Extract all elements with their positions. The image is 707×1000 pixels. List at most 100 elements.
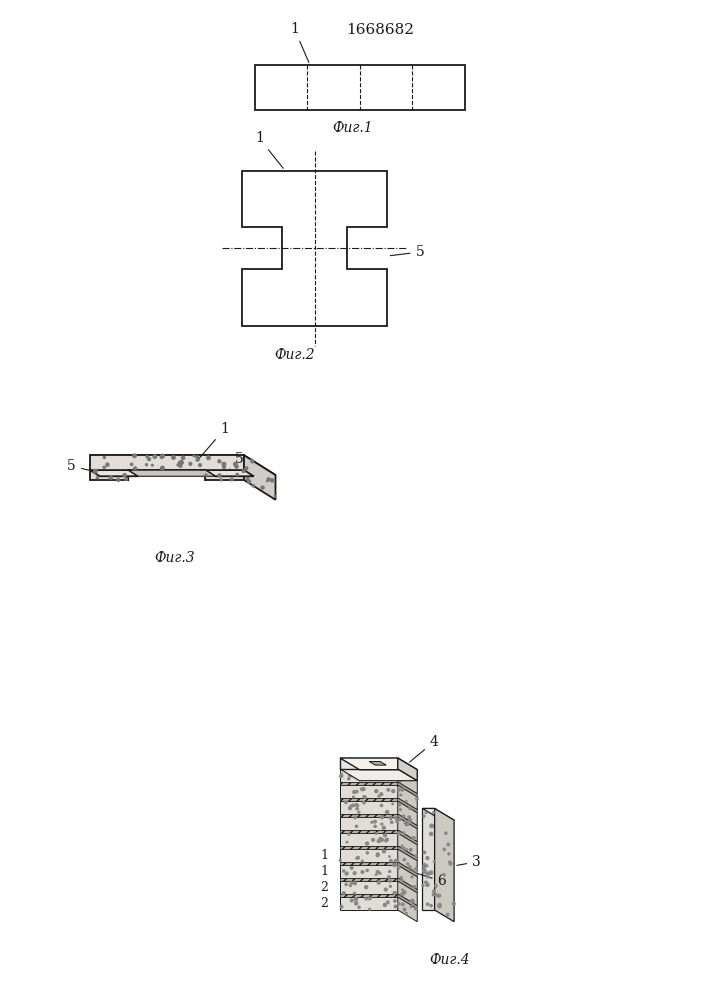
Point xyxy=(173,457,184,473)
Point xyxy=(243,475,255,491)
Polygon shape xyxy=(129,470,216,476)
Point xyxy=(90,463,101,479)
Point xyxy=(351,891,362,907)
Point xyxy=(398,825,409,841)
Point xyxy=(341,834,353,850)
Point xyxy=(405,842,416,858)
Point xyxy=(411,791,423,807)
Polygon shape xyxy=(340,782,398,785)
Polygon shape xyxy=(398,865,417,890)
Point xyxy=(445,854,456,870)
Point xyxy=(440,825,452,841)
Point xyxy=(376,809,387,825)
Polygon shape xyxy=(340,814,398,817)
Point xyxy=(417,878,428,894)
Point xyxy=(385,853,397,869)
Point xyxy=(358,781,369,797)
Point xyxy=(389,893,400,909)
Point xyxy=(431,887,442,903)
Point xyxy=(401,793,412,809)
Point xyxy=(394,797,405,813)
Point xyxy=(394,811,405,827)
Text: 6: 6 xyxy=(410,871,446,888)
Point xyxy=(334,852,346,868)
Point xyxy=(247,454,258,470)
Point xyxy=(175,455,187,471)
Point xyxy=(373,788,385,804)
Point xyxy=(375,832,386,848)
Point xyxy=(361,879,372,895)
Text: 5: 5 xyxy=(390,245,424,259)
Point xyxy=(373,874,385,890)
Point xyxy=(366,814,378,830)
Point xyxy=(392,861,404,877)
Point xyxy=(434,897,445,913)
Point xyxy=(392,858,404,874)
Point xyxy=(232,467,243,483)
Point xyxy=(411,864,422,880)
Point xyxy=(426,818,437,834)
Point xyxy=(419,864,431,880)
Point xyxy=(398,808,409,824)
Polygon shape xyxy=(398,878,417,893)
Polygon shape xyxy=(398,769,417,794)
Point xyxy=(364,901,375,917)
Point xyxy=(357,853,368,869)
Point xyxy=(376,832,387,848)
Point xyxy=(343,771,354,787)
Point xyxy=(129,448,140,464)
Point xyxy=(406,772,417,788)
Point xyxy=(370,867,382,883)
Point xyxy=(379,770,390,786)
Point xyxy=(345,878,356,894)
Point xyxy=(443,846,455,862)
Point xyxy=(408,830,419,846)
Point xyxy=(156,449,168,465)
Point xyxy=(361,891,372,907)
Point xyxy=(404,809,415,825)
Point xyxy=(214,467,225,483)
Point xyxy=(384,849,395,865)
Point xyxy=(175,458,186,474)
Point xyxy=(402,856,414,872)
Point xyxy=(351,895,362,911)
Text: 2: 2 xyxy=(320,897,328,910)
Point xyxy=(267,472,278,488)
Polygon shape xyxy=(340,758,417,770)
Point xyxy=(102,457,113,473)
Polygon shape xyxy=(398,801,417,826)
Point xyxy=(370,826,382,842)
Point xyxy=(438,867,450,883)
Point xyxy=(379,827,390,843)
Point xyxy=(344,800,356,816)
Point xyxy=(120,471,132,487)
Point xyxy=(395,802,406,818)
Point xyxy=(422,896,433,912)
Point xyxy=(98,459,110,475)
Point xyxy=(119,467,130,483)
Point xyxy=(383,869,395,885)
Point xyxy=(354,766,365,782)
Polygon shape xyxy=(340,849,398,862)
Polygon shape xyxy=(340,894,398,897)
Text: Фиг.4: Фиг.4 xyxy=(430,953,470,967)
Point xyxy=(384,873,395,889)
Polygon shape xyxy=(340,830,398,833)
Point xyxy=(349,885,360,901)
Point xyxy=(246,452,257,468)
Polygon shape xyxy=(435,808,454,922)
Point xyxy=(448,896,460,912)
Point xyxy=(372,846,383,862)
Point xyxy=(218,459,230,475)
Point xyxy=(402,816,414,832)
Point xyxy=(194,457,206,473)
Point xyxy=(263,471,274,487)
Point xyxy=(426,818,438,834)
Point xyxy=(351,784,363,800)
Text: 1: 1 xyxy=(320,865,328,878)
Point xyxy=(379,897,390,913)
Point xyxy=(381,832,392,848)
Polygon shape xyxy=(340,769,398,782)
Point xyxy=(192,452,204,468)
Point xyxy=(385,878,396,894)
